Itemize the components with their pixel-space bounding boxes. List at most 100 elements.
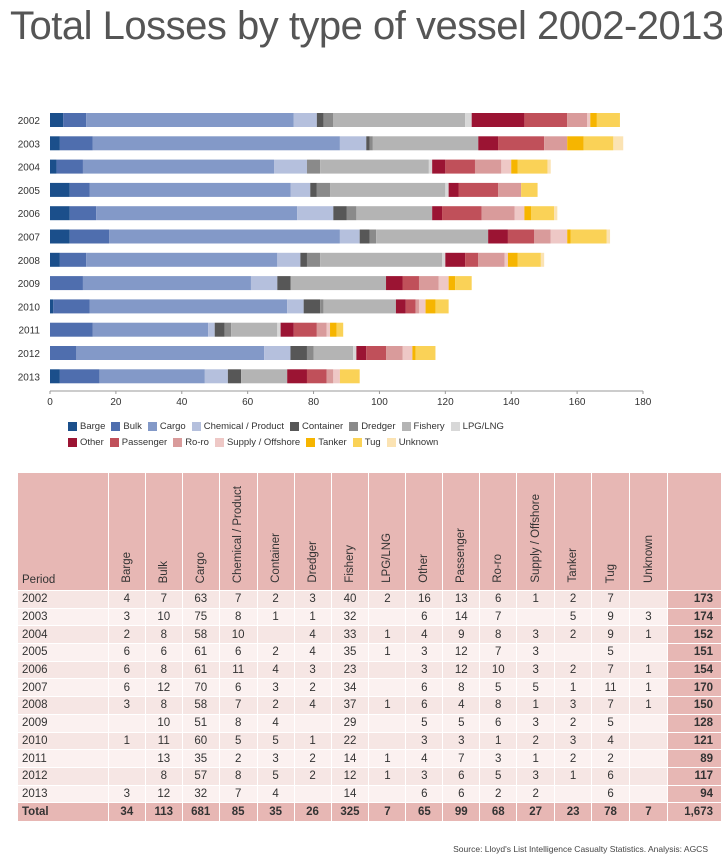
bar-segment	[330, 182, 446, 197]
value-cell: 3	[257, 749, 295, 768]
value-cell: 6	[145, 643, 183, 662]
value-cell: 61	[182, 643, 220, 662]
bar-segment	[306, 369, 327, 384]
value-cell: 12	[145, 785, 183, 804]
row-total-cell: 89	[667, 749, 722, 768]
value-cell: 9	[442, 625, 481, 645]
value-cell: 2	[257, 696, 295, 715]
bar-segment	[353, 346, 357, 360]
value-cell: 2	[516, 732, 556, 751]
bar-segment	[290, 346, 307, 360]
legend-item: Unknown	[386, 437, 438, 448]
bar-segment	[507, 229, 535, 244]
value-cell: 7	[479, 608, 518, 627]
bar-segment	[277, 252, 301, 267]
value-cell: 4	[591, 732, 631, 751]
year-label: 2012	[18, 349, 41, 360]
legend-swatch	[111, 421, 121, 431]
bar-segment	[596, 113, 620, 127]
year-label: 2008	[18, 256, 41, 267]
value-cell: 70	[182, 678, 220, 698]
bar-segment	[50, 136, 60, 151]
bar-segment	[366, 136, 370, 151]
bar-segment	[583, 136, 614, 151]
bar-segment	[224, 322, 232, 337]
bar-segment	[567, 113, 587, 127]
value-cell: 4	[442, 696, 481, 715]
bar-segment	[428, 159, 433, 174]
column-header: Tug	[591, 473, 631, 591]
value-cell: 1	[629, 625, 668, 645]
bar-segment	[488, 229, 508, 244]
value-cell: 3	[629, 608, 668, 627]
value-cell: 2	[294, 767, 332, 786]
value-cell: 3	[479, 749, 518, 768]
page-title: Total Losses by type of vessel 2002-2013	[10, 4, 722, 48]
bar-segment	[333, 113, 466, 127]
value-cell: 8	[219, 714, 258, 733]
value-cell: 32	[331, 608, 370, 627]
value-cell: 1	[294, 732, 332, 751]
bar-segment	[471, 113, 525, 127]
value-cell: 16	[405, 590, 444, 609]
bar-segment	[511, 159, 518, 174]
bar-segment	[356, 206, 433, 221]
bar-segment	[333, 206, 347, 221]
value-cell: 8	[219, 608, 258, 627]
bar-segment	[86, 252, 278, 267]
value-cell: 4	[108, 590, 146, 609]
period-cell: 2003	[18, 608, 109, 627]
bar-segment	[241, 369, 288, 384]
bar-segment	[405, 299, 416, 314]
legend-swatch	[401, 421, 411, 431]
value-cell	[554, 785, 593, 804]
bar-segment	[517, 159, 548, 174]
value-cell: 6	[442, 785, 481, 804]
bar-segment	[372, 136, 479, 151]
bar-segment	[521, 182, 538, 197]
value-cell: 4	[257, 714, 295, 733]
bar-segment	[418, 299, 426, 314]
value-cell: 6	[405, 608, 444, 627]
column-total-cell: 7	[629, 802, 668, 823]
value-cell: 11	[591, 678, 631, 698]
column-header: LPG/LNG	[368, 473, 407, 591]
legend-item: Tanker	[306, 437, 347, 448]
value-cell: 23	[331, 661, 370, 680]
bar-segment	[56, 159, 83, 174]
value-cell: 4	[294, 643, 332, 662]
value-cell: 3	[294, 661, 332, 680]
bar-segment	[554, 206, 558, 221]
value-cell: 12	[442, 661, 481, 680]
bar-segment	[465, 252, 479, 267]
value-cell	[108, 767, 146, 786]
bar-segment	[606, 229, 611, 244]
value-cell: 5	[257, 732, 295, 751]
bar-segment	[425, 299, 436, 314]
legend-item: Bulk	[111, 421, 142, 432]
legend-swatch	[352, 437, 362, 447]
bar-segment	[227, 369, 242, 384]
row-total-cell: 151	[667, 643, 722, 662]
bar-segment	[567, 136, 584, 151]
bar-segment	[402, 346, 413, 360]
bar-segment	[92, 322, 209, 337]
bar-segment	[415, 299, 419, 314]
value-cell: 63	[182, 590, 220, 609]
value-cell	[294, 714, 332, 733]
bar-segment	[50, 252, 60, 267]
value-cell: 2	[554, 714, 593, 733]
column-total-cell: 681	[182, 802, 220, 823]
value-cell: 7	[442, 749, 481, 768]
bar-segment	[442, 252, 446, 267]
value-cell: 1	[368, 696, 407, 715]
value-cell: 75	[182, 608, 220, 627]
value-cell: 35	[182, 749, 220, 768]
value-cell	[629, 643, 668, 662]
value-cell: 4	[257, 661, 295, 680]
value-cell	[368, 608, 407, 627]
value-cell: 6	[405, 696, 444, 715]
value-cell: 3	[108, 785, 146, 804]
value-cell: 5	[257, 767, 295, 786]
table-row: 2003 3 10 75 8 1 1 32 6 14 7 5 9 3 174	[18, 608, 722, 627]
